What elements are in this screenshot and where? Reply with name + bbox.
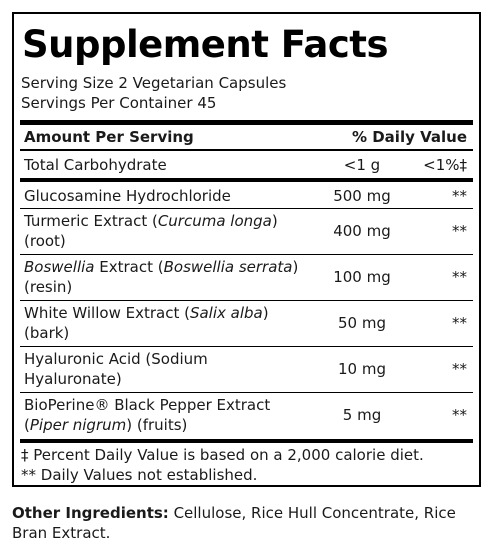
- ingredient-dv: **: [452, 406, 467, 424]
- daily-value-header: % Daily Value: [351, 128, 467, 146]
- other-ingredients: Other Ingredients: Cellulose, Rice Hull …: [12, 503, 482, 543]
- thick-rule-top: [20, 120, 473, 125]
- ingredient-name: Turmeric Extract (Curcuma longa) (root): [24, 212, 278, 250]
- nutrient-dv: <1%‡: [423, 156, 467, 174]
- ingredient-amount: 50 mg: [338, 314, 386, 332]
- row-divider: [20, 392, 473, 393]
- row-divider: [20, 300, 473, 301]
- ingredient-dv: **: [452, 222, 467, 240]
- panel-title: Supplement Facts: [22, 23, 389, 66]
- other-ingredients-text: Cellulose, Rice Hull Concentrate, Rice B…: [12, 504, 456, 542]
- ingredient-amount: 400 mg: [333, 222, 391, 240]
- amount-per-serving-header: Amount Per Serving: [24, 128, 194, 146]
- ingredient-name: Glucosamine Hydrochloride: [24, 187, 231, 205]
- ingredient-dv: **: [452, 187, 467, 205]
- table-header: Amount Per Serving % Daily Value: [20, 125, 473, 149]
- row-divider: [20, 208, 473, 209]
- serving-info: Serving Size 2 Vegetarian Capsules Servi…: [21, 73, 286, 113]
- supplement-facts-panel: Supplement Facts Serving Size 2 Vegetari…: [12, 12, 481, 487]
- footnote-not-established: ** Daily Values not established.: [21, 466, 258, 484]
- ingredient-dv: **: [452, 360, 467, 378]
- row-divider: [20, 346, 473, 347]
- ingredient-name: Hyaluronic Acid (Sodium Hyaluronate): [24, 350, 208, 388]
- other-ingredients-label: Other Ingredients:: [12, 504, 169, 522]
- row-divider: [20, 254, 473, 255]
- nutrient-name: Total Carbohydrate: [24, 156, 167, 174]
- ingredient-amount: 5 mg: [342, 406, 382, 424]
- thick-rule-mid: [20, 178, 473, 182]
- ingredient-amount: 100 mg: [333, 268, 391, 286]
- ingredient-name: Boswellia Extract (Boswellia serrata) (r…: [24, 258, 299, 296]
- thick-rule-bottom: [20, 439, 473, 443]
- nutrient-amount: <1 g: [343, 156, 381, 174]
- footnote-daily-value: ‡ Percent Daily Value is based on a 2,00…: [21, 446, 424, 464]
- ingredient-dv: **: [452, 268, 467, 286]
- header-rule: [20, 149, 473, 151]
- servings-per-container: Servings Per Container 45: [21, 94, 217, 112]
- serving-size: Serving Size 2 Vegetarian Capsules: [21, 74, 287, 92]
- ingredient-name: White Willow Extract (Salix alba) (bark): [24, 304, 269, 342]
- ingredient-amount: 500 mg: [333, 187, 391, 205]
- ingredient-dv: **: [452, 314, 467, 332]
- ingredient-amount: 10 mg: [338, 360, 386, 378]
- ingredient-name: BioPerine® Black Pepper Extract (Piper n…: [24, 396, 271, 434]
